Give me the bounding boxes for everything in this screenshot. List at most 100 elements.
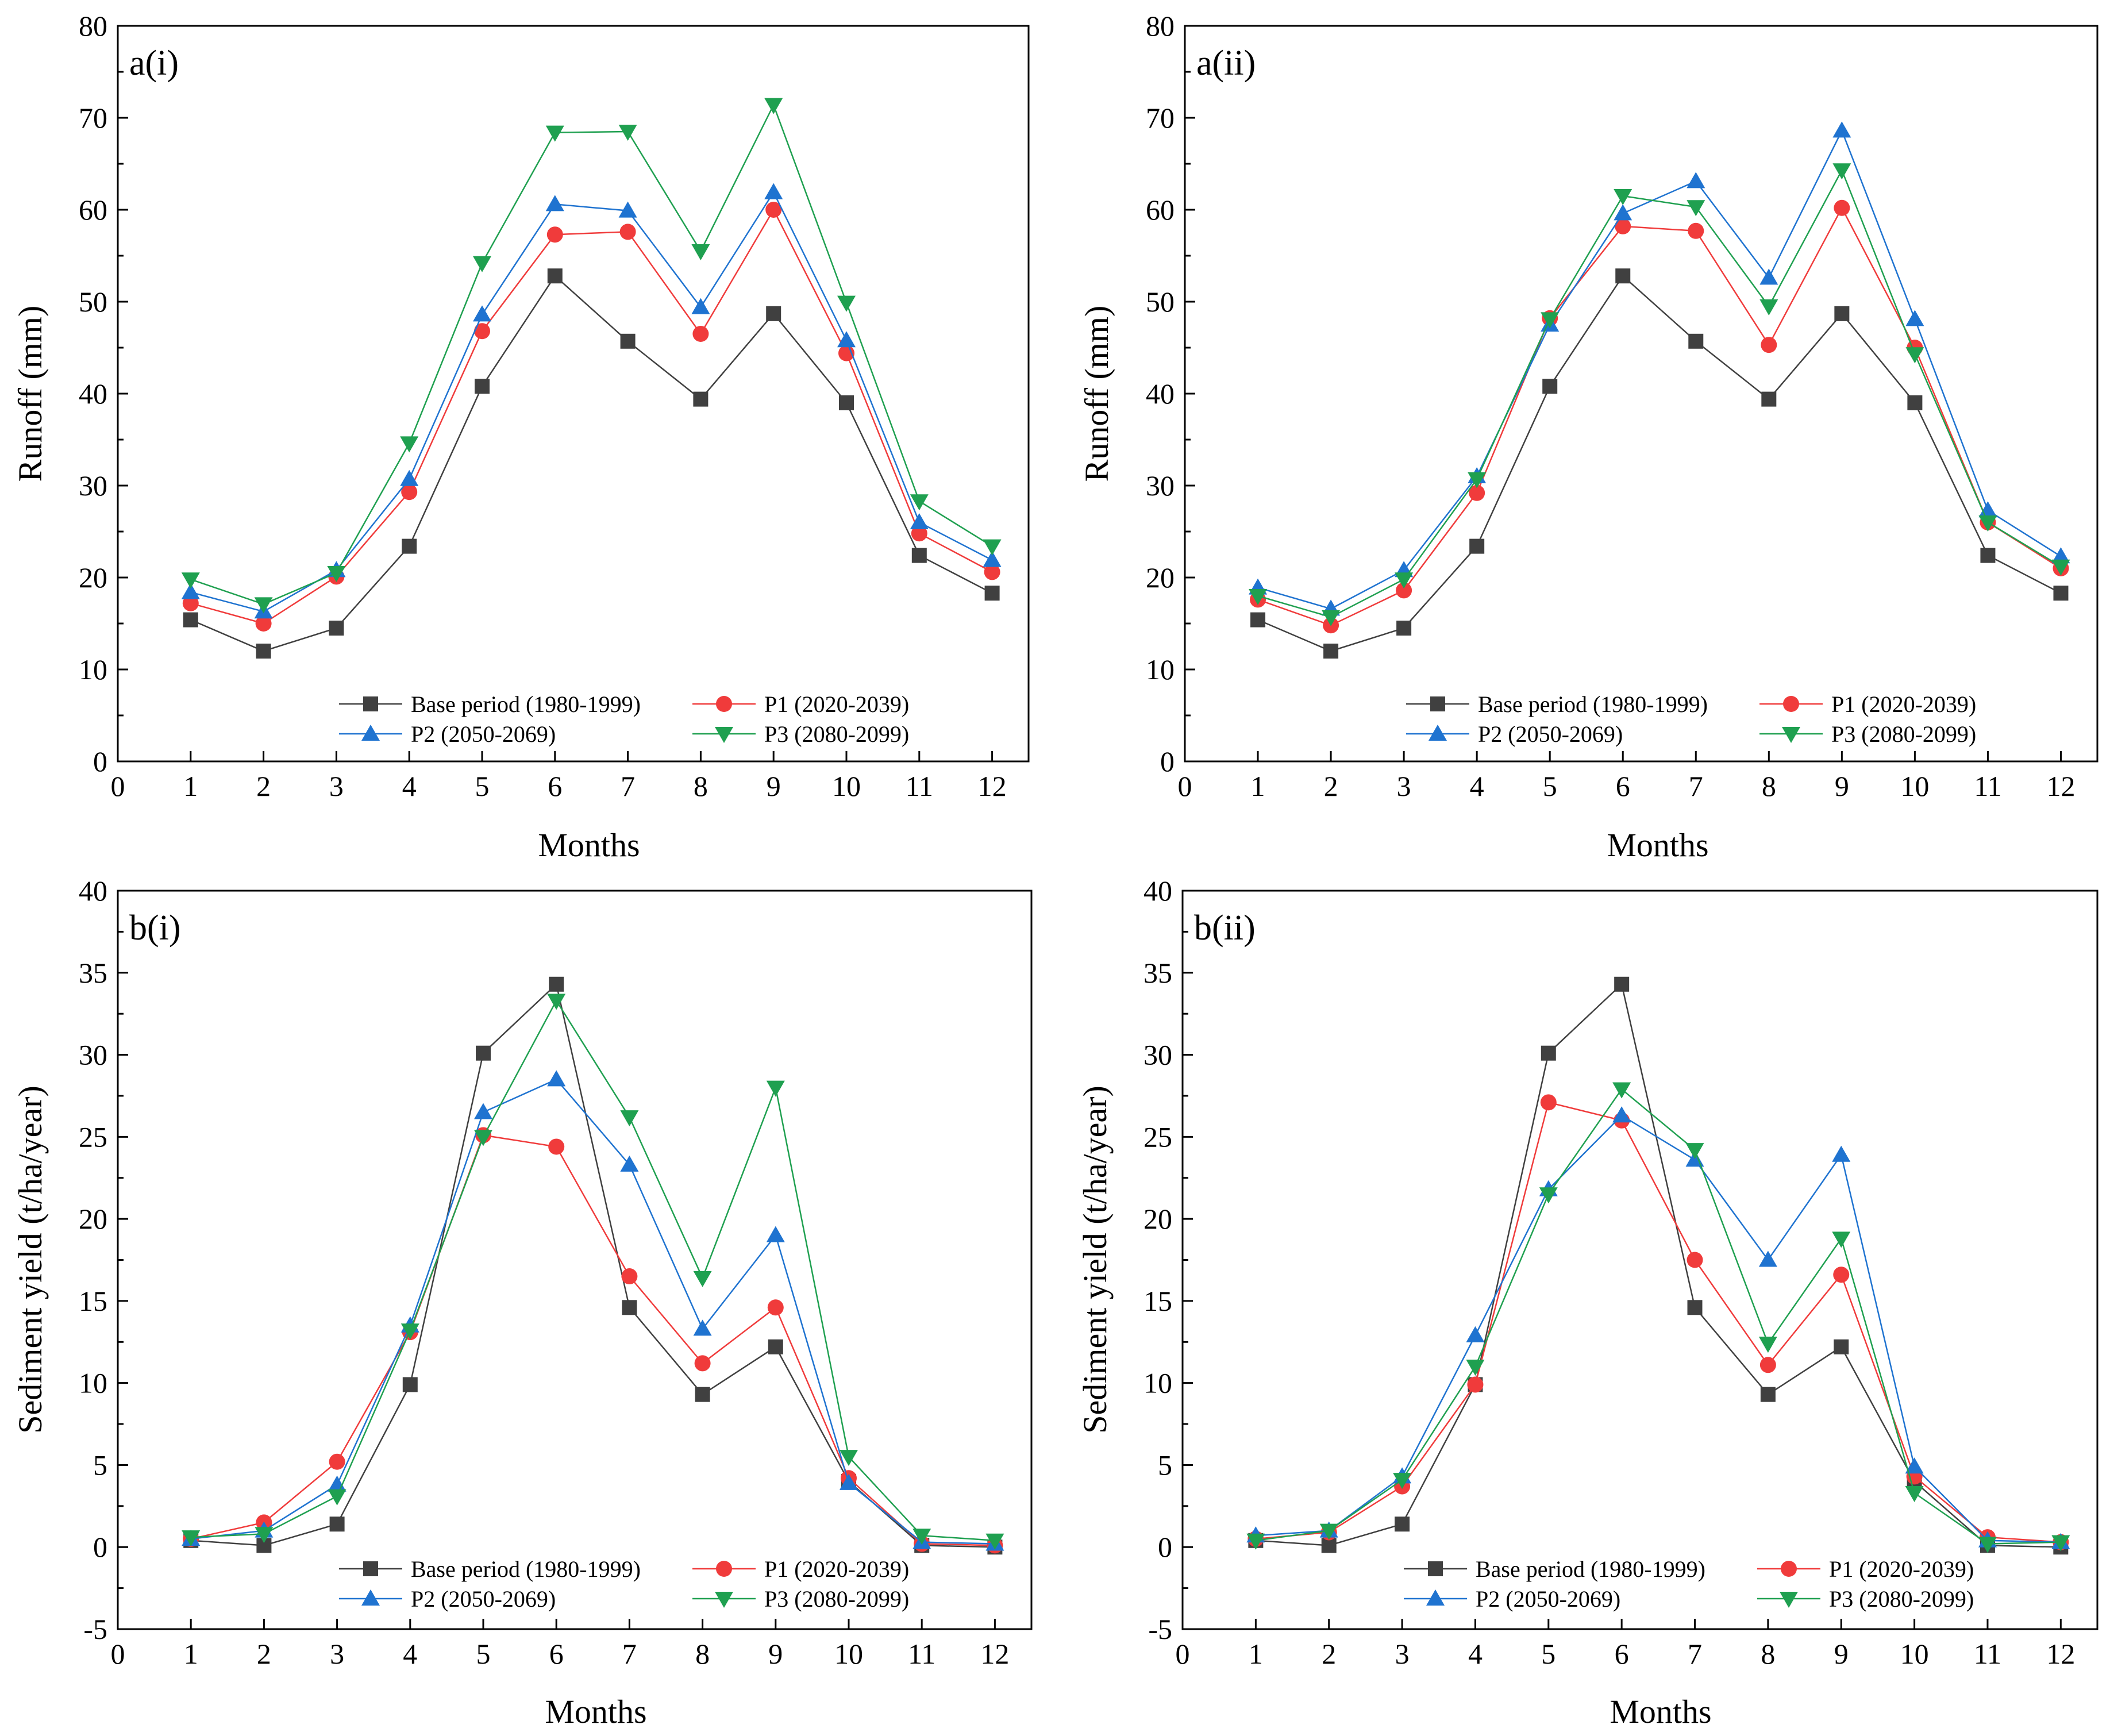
data-point	[983, 539, 1002, 556]
x-tick-label: 6	[1616, 770, 1630, 802]
x-tick-label: 4	[1468, 1638, 1483, 1670]
panel-a-i: a(i) Months Runoff (mm) 0102030405060708…	[11, 10, 1030, 864]
legend-label-p1: P1 (2020-2039)	[764, 691, 909, 717]
x-axis-title: Months	[1610, 1693, 1711, 1730]
data-point	[1907, 395, 1923, 410]
legend: Base period (1980-1999) P1 (2020-2039) P2 …	[339, 691, 909, 747]
x-tick-label: 0	[1178, 770, 1192, 802]
y-tick-label: 70	[1146, 102, 1175, 134]
legend-marker-p2	[361, 725, 380, 741]
data-point	[546, 226, 563, 243]
data-point	[183, 612, 198, 628]
data-point	[840, 1473, 858, 1490]
data-point	[545, 195, 564, 211]
x-tick-label: 4	[403, 1638, 417, 1670]
x-tick-label: 6	[549, 1638, 564, 1670]
data-point	[256, 644, 271, 659]
panel-b-i: b(i) Months Sediment yield (t/ha/year) -…	[11, 875, 1033, 1730]
data-point	[473, 256, 491, 272]
data-point	[1834, 306, 1850, 321]
panel-label: a(i)	[129, 44, 179, 83]
x-tick-label: 8	[694, 770, 708, 802]
data-point	[329, 1516, 345, 1532]
data-point	[1980, 548, 1996, 563]
data-point	[1395, 572, 1414, 589]
data-point	[1469, 484, 1485, 501]
data-point	[1395, 1516, 1410, 1532]
data-point	[1832, 163, 1851, 180]
data-point	[840, 1450, 858, 1466]
data-point	[910, 494, 929, 511]
x-tick-label: 2	[1324, 770, 1338, 802]
x-tick-label: 0	[111, 770, 125, 802]
panel-a-ii: a(ii) Months Runoff (mm) 010203040506070…	[1078, 10, 2099, 864]
x-tick-label: 11	[1974, 1638, 2001, 1670]
data-point	[547, 268, 563, 284]
data-point	[1614, 189, 1632, 205]
data-point	[766, 306, 781, 321]
y-tick-label: 20	[79, 561, 107, 594]
legend-marker-p3	[715, 1592, 733, 1608]
series-line-base	[1257, 275, 2062, 652]
data-point	[1687, 1300, 1703, 1315]
y-tick-label: 30	[79, 1039, 107, 1071]
data-point	[693, 1271, 712, 1287]
data-point	[1758, 1337, 1777, 1353]
data-point	[1978, 1537, 1997, 1553]
y-tick-label: -5	[1148, 1613, 1172, 1645]
data-point	[765, 202, 782, 218]
x-tick-label: 5	[1543, 770, 1557, 802]
data-point	[694, 1355, 711, 1372]
data-point	[1250, 612, 1266, 628]
x-tick-label: 9	[768, 1638, 783, 1670]
data-point	[1615, 268, 1631, 284]
data-point	[402, 538, 417, 554]
x-tick-label: 12	[2046, 770, 2075, 802]
data-point	[473, 305, 491, 322]
y-tick-label: 0	[1158, 1531, 1172, 1563]
data-point	[621, 1268, 638, 1285]
y-axis-title: Sediment yield (t/ha/year)	[1076, 1086, 1114, 1434]
x-tick-label: 4	[402, 770, 417, 802]
data-point	[1393, 1473, 1412, 1489]
data-point	[181, 583, 200, 599]
data-point	[1760, 1387, 1776, 1402]
data-point	[1687, 172, 1705, 188]
y-tick-label: 10	[1143, 1367, 1172, 1399]
y-tick-label: 80	[79, 10, 107, 42]
data-point	[912, 1529, 931, 1545]
x-tick-label: 0	[111, 1638, 125, 1670]
x-tick-label: 5	[476, 1638, 491, 1670]
panel-label: a(ii)	[1196, 44, 1256, 83]
y-axis-title: Runoff (mm)	[1078, 306, 1115, 482]
legend-label-p2: P2 (2050-2069)	[411, 1586, 556, 1612]
legend-label-base: Base period (1980-1999)	[411, 691, 641, 717]
data-point	[328, 1475, 346, 1492]
data-point	[182, 595, 199, 611]
data-point	[622, 1300, 637, 1315]
y-tick-label: 35	[1143, 957, 1172, 989]
data-point	[1688, 222, 1704, 239]
series-line-p1	[1256, 1101, 2061, 1543]
legend-marker-p2	[361, 1589, 380, 1606]
legend-marker-p1	[1783, 696, 1799, 712]
series-line-p3	[1256, 1088, 2061, 1545]
x-tick-label: 3	[330, 1638, 344, 1670]
data-point	[2051, 1535, 2070, 1552]
legend-marker-p3	[1782, 727, 1800, 743]
data-point	[620, 1155, 639, 1172]
y-tick-label: 10	[1146, 653, 1175, 686]
x-tick-label: 12	[978, 770, 1007, 802]
x-tick-label: 2	[257, 1638, 271, 1670]
data-point	[985, 1533, 1004, 1550]
data-point	[1249, 589, 1268, 605]
data-point	[549, 976, 564, 992]
data-point	[327, 566, 346, 582]
series-base	[183, 268, 1000, 659]
y-tick-label: 30	[1143, 1039, 1172, 1071]
y-tick-label: 50	[1146, 286, 1175, 318]
legend-marker-p1	[716, 1561, 732, 1577]
y-tick-label: 30	[1146, 469, 1175, 502]
legend-marker-base	[363, 696, 378, 711]
